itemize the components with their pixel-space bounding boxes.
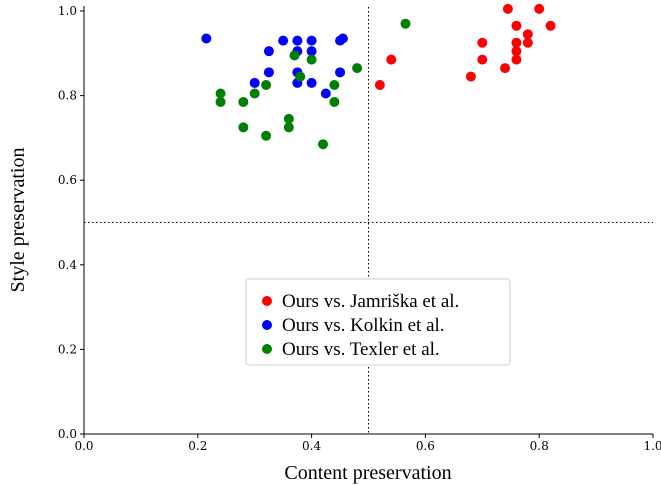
data-point [500,63,511,74]
y-tick-label: 1.0 [58,4,77,18]
data-point [261,80,272,91]
data-point [329,96,340,107]
data-point [317,139,328,150]
data-point [545,20,556,31]
data-point [215,96,226,107]
data-point [306,54,317,65]
data-point [249,88,260,99]
x-tick-label: 0.0 [74,439,93,453]
data-point [477,54,488,65]
legend-label: Ours vs. Jamriška et al. [282,291,459,312]
data-point [263,46,274,57]
x-tick-label: 0.4 [302,439,321,453]
data-point [502,3,513,14]
data-point [511,20,522,31]
data-point [283,113,294,124]
data-point [283,122,294,133]
series-1 [374,3,556,91]
data-point [335,67,346,78]
y-axis-label: Style preservation [7,148,29,293]
x-tick-label: 0.6 [416,439,435,453]
data-point [511,54,522,65]
legend-box [245,278,511,366]
y-tick-label: 0.8 [58,89,77,103]
data-point [201,33,212,44]
data-point [511,46,522,57]
data-point [278,35,289,46]
data-point [261,130,272,141]
x-tick-label: 0.8 [530,439,549,453]
data-point [511,37,522,48]
data-point [292,35,303,46]
data-point [329,80,340,91]
legend-label: Ours vs. Kolkin et al. [282,315,445,336]
y-tick-label: 0.6 [58,173,77,187]
data-point [295,71,306,82]
reference-lines [84,7,653,434]
axes [83,6,653,435]
data-point [306,77,317,88]
data-point [374,80,385,91]
data-point [386,54,397,65]
data-point [477,37,488,48]
series-3 [215,18,411,150]
data-point [238,96,249,107]
y-tick-label: 0.4 [58,258,77,272]
legend-marker [262,344,272,354]
x-tick-label: 1.0 [643,439,661,453]
x-ticks: 0.0 0.2 0.4 0.6 0.8 1.0 [74,434,661,453]
data-point [238,122,249,133]
x-tick-label: 0.2 [188,439,207,453]
data-point [249,77,260,88]
data-points [201,3,556,150]
data-point [337,33,348,44]
y-ticks: 0.0 0.2 0.4 0.6 0.8 1.0 [58,4,84,441]
data-point [522,37,533,48]
legend-marker [262,320,272,330]
data-point [352,63,363,74]
data-point [465,71,476,82]
data-point [534,3,545,14]
legend: Ours vs. Jamriška et al. Ours vs. Kolkin … [245,278,511,366]
y-tick-label: 0.2 [58,342,77,356]
y-tick-label: 0.0 [58,427,77,441]
legend-marker [262,296,272,306]
data-point [400,18,411,29]
data-point [306,46,317,57]
data-point [306,35,317,46]
x-axis-label: Content preservation [284,462,451,484]
legend-label: Ours vs. Texler et al. [282,339,440,360]
data-point [320,88,331,99]
series-2 [201,33,348,99]
data-point [522,29,533,40]
data-point [289,50,300,61]
data-point [263,67,274,78]
data-point [215,88,226,99]
